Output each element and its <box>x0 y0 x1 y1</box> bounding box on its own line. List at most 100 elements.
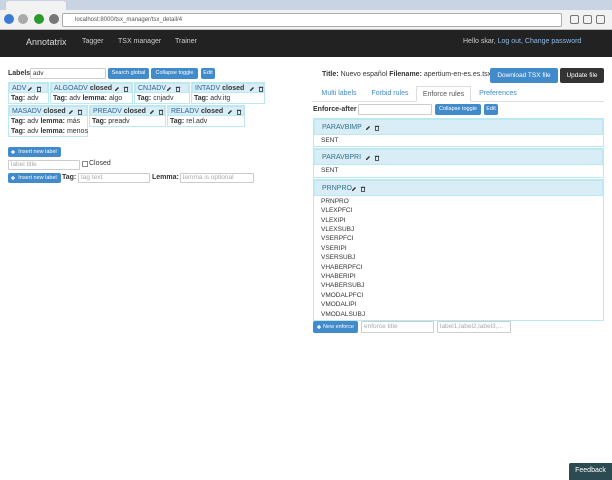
rule-panel: PRNPRO PRNPRO VLEXPFCI VLEXIPI VLEXSUBJ VSERP… <box>313 178 604 321</box>
edit-icon[interactable] <box>365 125 371 131</box>
user-menu: Hello skar, Log out, Change password <box>463 38 581 45</box>
browser-icon[interactable] <box>596 15 605 24</box>
edit-button[interactable]: Edit <box>484 104 498 115</box>
enforce-title-input[interactable]: enforce title <box>361 321 434 333</box>
label-name[interactable]: INTADV <box>195 85 221 92</box>
tag-caption: Tag: <box>11 95 26 102</box>
new-enforce-button[interactable]: New enforce <box>313 321 358 333</box>
tag-caption: Tag: <box>194 95 209 102</box>
label-name[interactable]: PREADV <box>93 108 122 115</box>
rule-label: VMODALIPI <box>321 301 357 309</box>
address-bar[interactable]: localhost:8000/tsx_manager/tsx_detail/4 <box>62 13 562 27</box>
tab[interactable]: Forbid rules <box>365 86 415 102</box>
tab[interactable]: Enforce rules <box>416 86 471 102</box>
browser-nav-button[interactable] <box>18 14 28 24</box>
trash-icon[interactable] <box>77 109 83 115</box>
rule-header: PRNPRO <box>314 179 603 196</box>
lemma-value: menos <box>66 128 88 135</box>
input-value: adv <box>33 70 44 77</box>
collapse-button[interactable]: Collapse toggle <box>435 104 481 115</box>
label-name[interactable]: ADV <box>12 85 27 92</box>
enforce-after-input[interactable] <box>358 104 432 115</box>
plus-icon[interactable] <box>10 175 16 181</box>
labels-button[interactable]: Search global <box>108 68 149 79</box>
edit-icon[interactable] <box>27 86 33 92</box>
tag-caption: Tag: <box>170 118 185 125</box>
rule-name[interactable]: PARAVBPRI <box>322 154 362 162</box>
tag-value: rel.adv <box>186 118 208 125</box>
edit-icon[interactable] <box>114 86 120 92</box>
lemma-form-caption: Lemma: <box>152 174 179 181</box>
edit-icon[interactable] <box>351 186 357 192</box>
browser-icon[interactable] <box>570 15 579 24</box>
brand[interactable]: Annotatrix <box>26 37 67 47</box>
edit-icon[interactable] <box>365 155 371 161</box>
trash-icon[interactable] <box>258 86 264 92</box>
trash-icon[interactable] <box>175 86 181 92</box>
rule-label: VHABERIPI <box>321 272 356 280</box>
trash-icon[interactable] <box>236 109 242 115</box>
label-card: MASADV closed Tag: adv lemma: más Tag: adv… <box>8 105 88 137</box>
logout-link[interactable]: Log out, <box>497 38 523 45</box>
placeholder: enforce title <box>364 323 398 330</box>
browser-nav-button[interactable] <box>34 14 44 24</box>
edit-icon[interactable] <box>149 109 155 115</box>
label-name[interactable]: ALGOADV <box>54 85 88 92</box>
plus-icon[interactable] <box>10 149 16 155</box>
tag-input[interactable]: tag text <box>78 173 150 183</box>
trash-icon[interactable] <box>374 155 380 162</box>
insert-label-button[interactable]: Insert new label <box>8 147 61 157</box>
browser-icon[interactable] <box>583 15 592 24</box>
plus-icon[interactable] <box>316 324 322 330</box>
tab[interactable]: Preferences <box>472 86 524 102</box>
label-name[interactable]: MASADV <box>12 108 42 115</box>
browser-nav-button[interactable] <box>4 14 14 24</box>
trash-icon[interactable] <box>158 109 164 115</box>
rule-panel: PARAVBIMP SENT <box>313 118 604 148</box>
label-state: closed <box>222 85 245 92</box>
rule-name[interactable]: PARAVBIMP <box>322 124 362 131</box>
tag-caption: Tag: <box>53 95 68 102</box>
download-button[interactable]: Download TSX file <box>490 68 558 83</box>
browser-nav-button[interactable] <box>49 14 59 24</box>
labels-caption: Labels <box>8 70 31 77</box>
rule-panel: PARAVBPRI SENT <box>313 148 604 178</box>
edit-icon[interactable] <box>166 86 172 92</box>
button-text: Edit <box>486 106 496 112</box>
search-input[interactable]: adv <box>30 68 106 79</box>
update-button[interactable]: Update file <box>560 68 604 83</box>
trash-icon[interactable] <box>360 186 366 192</box>
rule-label: SENT <box>321 167 339 175</box>
placeholder: label title <box>11 161 37 168</box>
nav-link[interactable]: Trainer <box>175 38 197 45</box>
rule-label: VLEXSUBJ <box>321 225 355 233</box>
tab[interactable]: Multi labels <box>313 86 365 102</box>
rule-label: PRNPRO <box>321 197 349 205</box>
insert-label-button[interactable]: Insert new label <box>8 173 61 183</box>
button-text: Insert new label <box>18 175 57 181</box>
label-header: MASADV closed <box>9 106 87 116</box>
feedback-button[interactable]: Feedback <box>569 463 612 480</box>
rule-name[interactable]: PRNPRO <box>322 184 352 192</box>
trash-icon[interactable] <box>36 86 42 92</box>
nav-link[interactable]: TSX manager <box>118 38 162 45</box>
trash-icon[interactable] <box>123 86 129 92</box>
label-state: closed <box>43 108 66 115</box>
closed-checkbox[interactable] <box>82 161 88 167</box>
trash-icon[interactable] <box>374 125 380 131</box>
tab-label: Multi labels <box>321 90 357 97</box>
labels-button[interactable]: Edit <box>201 68 215 79</box>
edit-icon[interactable] <box>68 109 74 115</box>
tag-caption: Tag: <box>137 95 152 102</box>
enforce-labels-input[interactable]: label1,label2,label3,... <box>437 321 511 333</box>
labels-button[interactable]: Collapse toggle <box>151 68 198 79</box>
nav-link[interactable]: Tagger <box>82 38 104 45</box>
label-name[interactable]: CNJADV <box>138 85 167 92</box>
edit-icon[interactable] <box>249 86 255 92</box>
label-title-input[interactable]: label title <box>8 160 80 170</box>
label-name[interactable]: RELADV <box>171 108 200 115</box>
edit-icon[interactable] <box>227 109 233 115</box>
lemma-input[interactable]: lemma is optional <box>180 173 254 183</box>
change-password-link[interactable]: Change password <box>524 38 582 45</box>
